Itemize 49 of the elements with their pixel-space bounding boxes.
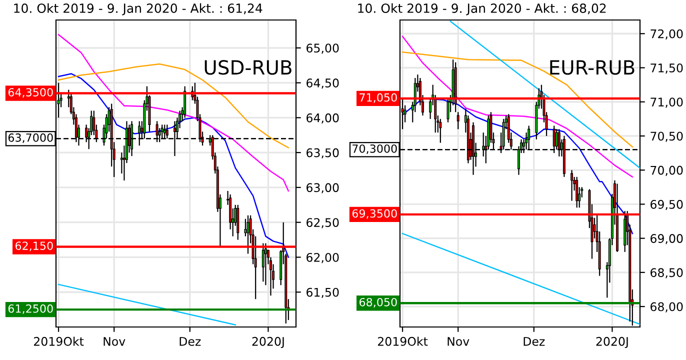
x-tick-label: Nov [448,337,470,346]
y-tick-label: 64,50 [306,78,339,89]
ref-line-label: 68,050 [360,298,397,308]
y-tick-label: 61,50 [306,288,339,298]
y-tick-label: 68,00 [650,302,683,312]
y-tick-label: 70,00 [650,166,683,176]
ref-line-label: 71,050 [360,93,397,103]
y-tick-label: 64,00 [306,113,339,124]
y-tick-label: 69,50 [650,200,683,210]
candlestick [184,86,186,118]
y-tick-label: 63,50 [306,148,339,158]
candlestick [439,118,442,144]
x-tick-label: 2019Okt [34,336,84,346]
y-tick-label: 71,00 [650,98,683,108]
line-series [402,51,634,148]
candlestick [262,242,264,282]
line-series [58,34,290,192]
ref-line-label: 64,3500 [8,88,53,98]
ref-line-label: 61,2500 [8,304,53,314]
y-tick-label: 69,00 [650,234,683,244]
text: USD-RUB [204,60,292,75]
y-tick-label: 62,00 [306,252,339,264]
candlestick [456,112,460,130]
x-tick-label: Nov [104,337,126,346]
y-tick-label: 72,00 [650,29,683,40]
y-tick-label: 70,50 [650,132,683,142]
x-tick-label: Dez [180,337,201,346]
y-tick-label: 63,00 [306,183,339,194]
x-tick-label: 2019Okt [378,336,428,346]
ref-line-label: 63,7000 [8,133,53,143]
y-tick-label: 65,00 [306,44,339,54]
candlestick [570,170,574,202]
line-series [402,36,634,178]
ref-line-label: 62,150 [16,242,53,252]
candlestick [264,242,267,286]
text: EUR-RUB [550,60,634,75]
ref-line-label: 69,3500 [352,209,397,219]
x-tick-label: Dez [524,337,545,346]
ref-line-label: 70,3000 [352,144,397,154]
x-tick-label: 2020J [596,336,628,348]
candlestick [576,176,578,208]
y-tick-label: 71,50 [650,63,683,74]
y-tick-label: 68,50 [650,268,683,278]
line-series [402,98,634,234]
chart-subtitle: 10. Okt 2019 - 9. Jan 2020 - Akt. : 68,02 [358,3,606,16]
chart-subtitle: 10. Okt 2019 - 9. Jan 2020 - Akt. : 61,24 [14,3,262,16]
line-series [58,73,290,258]
x-tick-label: 2020J [252,336,284,348]
y-tick-label: 62,50 [306,218,339,228]
